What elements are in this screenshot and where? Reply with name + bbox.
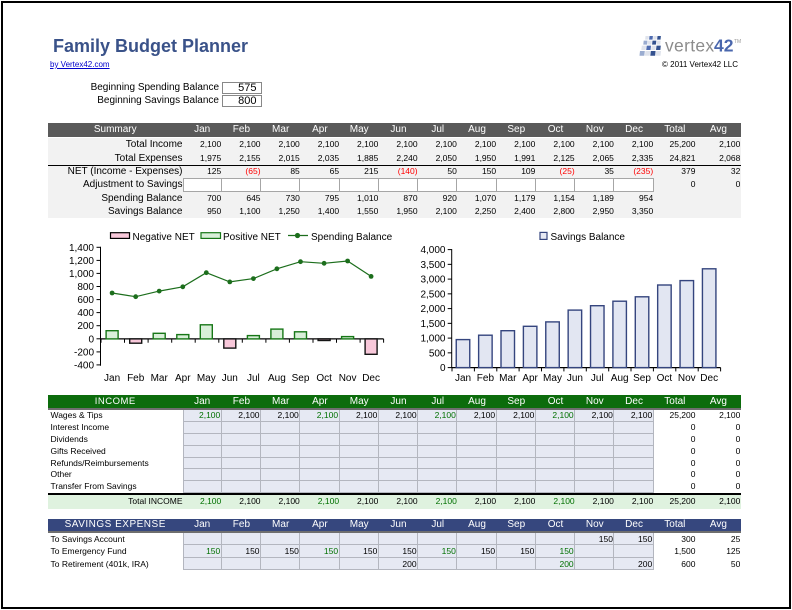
svg-text:Dec: Dec — [362, 373, 380, 384]
svg-text:500: 500 — [429, 348, 446, 359]
svg-text:4,000: 4,000 — [420, 245, 445, 256]
svg-text:1,500: 1,500 — [420, 319, 445, 330]
svg-text:Sep: Sep — [633, 373, 651, 384]
svg-text:400: 400 — [77, 308, 94, 319]
svg-text:Nov: Nov — [678, 373, 696, 384]
svg-text:Oct: Oct — [316, 373, 332, 384]
svg-text:Oct: Oct — [657, 373, 673, 384]
svg-text:Savings Balance: Savings Balance — [551, 232, 626, 243]
svg-text:Feb: Feb — [477, 373, 495, 384]
svg-text:Aug: Aug — [268, 373, 286, 384]
svg-text:Apr: Apr — [175, 373, 191, 384]
svg-text:Aug: Aug — [611, 373, 629, 384]
svg-text:3,500: 3,500 — [420, 260, 445, 271]
svg-text:TM: TM — [734, 39, 741, 45]
svg-text:1,400: 1,400 — [69, 243, 94, 254]
svg-text:1,200: 1,200 — [69, 256, 94, 267]
svg-text:42: 42 — [714, 36, 734, 56]
svg-text:Negative NET: Negative NET — [133, 232, 195, 243]
svg-text:0: 0 — [440, 363, 446, 374]
svg-text:Jan: Jan — [104, 373, 120, 384]
svg-text:-400: -400 — [74, 360, 94, 371]
svg-text:Feb: Feb — [127, 373, 145, 384]
svg-text:Jun: Jun — [222, 373, 238, 384]
svg-text:1,000: 1,000 — [420, 334, 445, 345]
svg-text:Mar: Mar — [151, 373, 169, 384]
svg-text:May: May — [197, 373, 216, 384]
svg-text:May: May — [543, 373, 562, 384]
svg-text:Sep: Sep — [292, 373, 310, 384]
svg-text:800: 800 — [77, 282, 94, 293]
svg-text:Spending Balance: Spending Balance — [311, 232, 393, 243]
svg-text:Mar: Mar — [499, 373, 517, 384]
svg-text:1,000: 1,000 — [69, 269, 94, 280]
svg-text:vertex: vertex — [665, 36, 714, 56]
svg-text:-200: -200 — [74, 347, 94, 358]
svg-text:2,000: 2,000 — [420, 304, 445, 315]
svg-text:600: 600 — [77, 295, 94, 306]
svg-text:Positive NET: Positive NET — [223, 232, 281, 243]
svg-text:Jan: Jan — [455, 373, 471, 384]
svg-text:Jun: Jun — [567, 373, 583, 384]
svg-text:200: 200 — [77, 321, 94, 332]
svg-text:Jul: Jul — [591, 373, 604, 384]
svg-text:Jul: Jul — [247, 373, 260, 384]
svg-text:Dec: Dec — [700, 373, 718, 384]
svg-text:2,500: 2,500 — [420, 289, 445, 300]
svg-text:0: 0 — [88, 334, 94, 345]
svg-text:3,000: 3,000 — [420, 275, 445, 286]
svg-text:Apr: Apr — [522, 373, 538, 384]
svg-text:Nov: Nov — [339, 373, 357, 384]
